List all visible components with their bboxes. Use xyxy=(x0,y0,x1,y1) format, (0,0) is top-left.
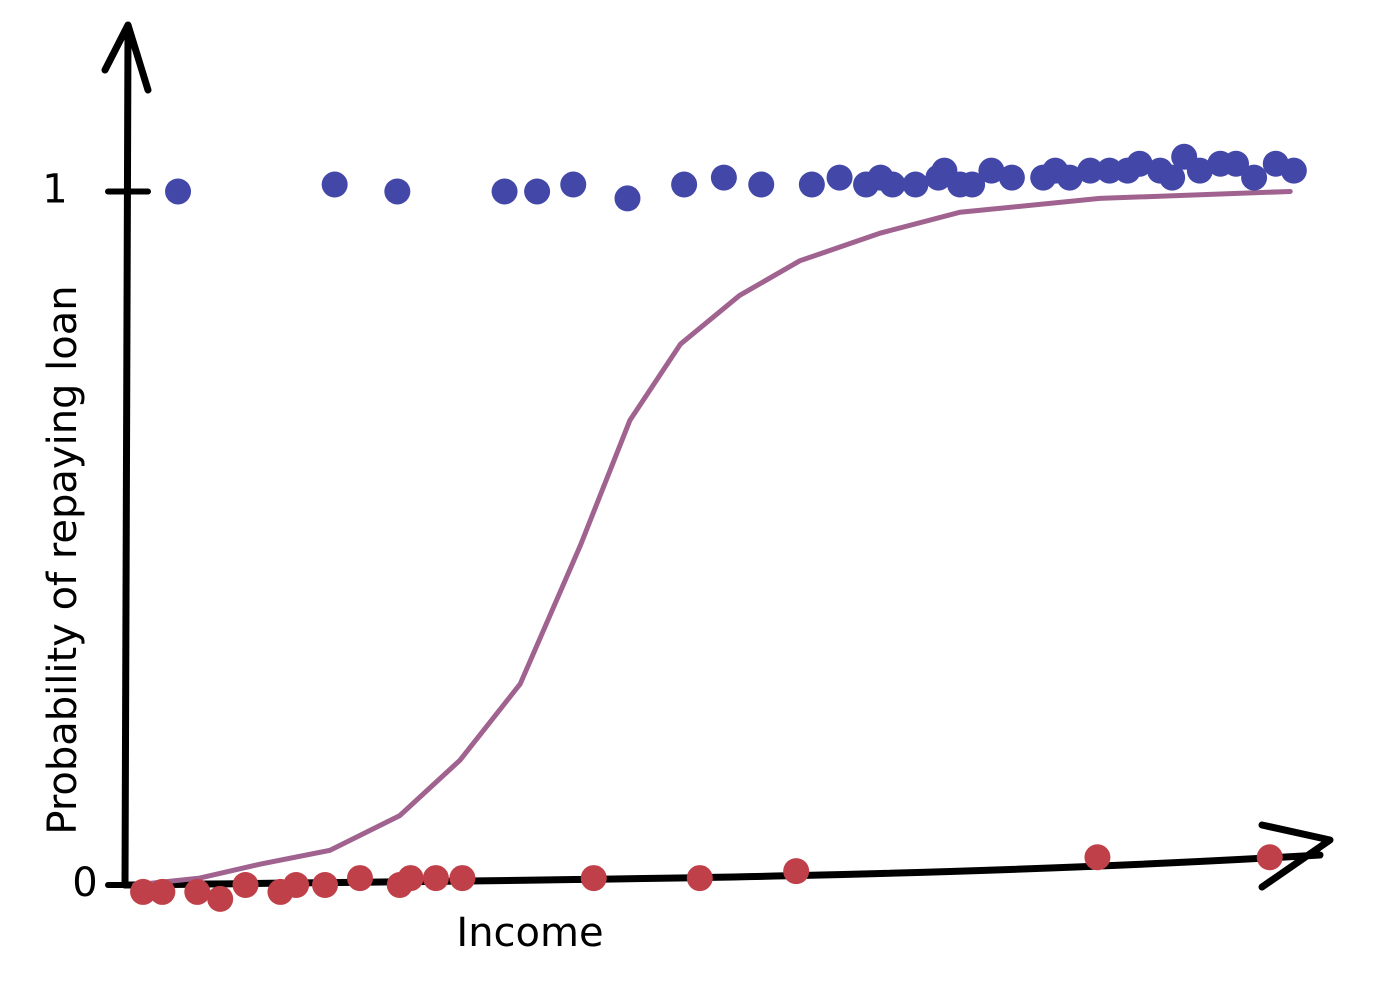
data-point xyxy=(346,865,373,892)
data-point xyxy=(686,865,713,892)
data-point xyxy=(149,878,176,905)
data-point xyxy=(902,171,929,198)
data-point xyxy=(491,178,518,205)
data-point xyxy=(1256,844,1283,871)
data-point xyxy=(384,178,411,205)
y-tick-label: 0 xyxy=(72,860,97,906)
data-point xyxy=(1159,164,1186,191)
data-point xyxy=(580,865,607,892)
data-point xyxy=(1280,157,1307,184)
data-point xyxy=(748,171,775,198)
data-point xyxy=(1126,150,1153,177)
data-point xyxy=(959,171,986,198)
data-point xyxy=(1096,157,1123,184)
fitted-curve xyxy=(132,188,1293,888)
data-point xyxy=(614,185,641,212)
data-point xyxy=(1084,844,1111,871)
data-point xyxy=(710,164,737,191)
data-point xyxy=(312,872,339,898)
data-point xyxy=(826,164,853,191)
data-point xyxy=(978,157,1005,184)
data-point xyxy=(1077,157,1104,184)
data-point xyxy=(321,171,348,198)
y-axis-label: Probability of repaying loan xyxy=(40,285,86,834)
data-point xyxy=(1056,164,1083,191)
data-point xyxy=(998,164,1025,191)
data-point xyxy=(798,171,825,198)
data-point xyxy=(207,885,234,912)
data-point xyxy=(1186,157,1213,184)
data-point xyxy=(184,878,211,905)
y-axis xyxy=(101,21,152,889)
data-point xyxy=(1223,150,1250,177)
data-point xyxy=(524,178,551,205)
data-point xyxy=(283,872,310,898)
x-axis-label: Income xyxy=(456,910,603,956)
y-tick-label: 1 xyxy=(42,166,67,212)
data-point xyxy=(560,171,587,198)
data-point xyxy=(397,865,424,892)
data-point xyxy=(232,872,259,898)
data-point xyxy=(165,178,192,205)
data-point xyxy=(783,858,810,885)
data-point xyxy=(671,171,698,198)
data-point xyxy=(449,865,476,892)
data-point xyxy=(422,865,449,892)
data-point xyxy=(1241,164,1268,191)
data-point xyxy=(130,878,157,905)
data-point xyxy=(879,171,906,198)
